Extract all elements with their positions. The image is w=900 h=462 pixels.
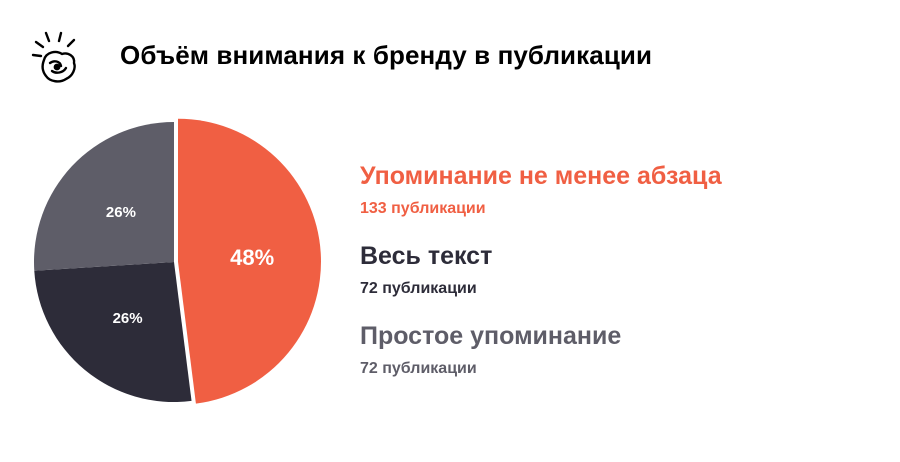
brand-hand-icon: [31, 31, 76, 83]
pie-slice-1: [34, 262, 192, 402]
legend: Упоминание не менее абзаца 133 публикаци…: [360, 160, 722, 400]
legend-item: Весь текст 72 публикации: [360, 240, 722, 320]
pie-label-2: 26%: [106, 204, 136, 221]
pie-label-1: 26%: [113, 310, 143, 327]
legend-count: 72 публикации: [360, 360, 477, 377]
legend-item: Упоминание не менее абзаца 133 публикаци…: [360, 160, 722, 240]
pie-slice-0: [177, 118, 321, 404]
legend-item: Простое упоминание 72 публикации: [360, 320, 722, 400]
legend-name: Весь текст: [360, 242, 493, 270]
legend-name: Упоминание не менее абзаца: [360, 162, 722, 190]
pie-slice-2: [33, 122, 174, 271]
pie-label-0: 48%: [230, 245, 274, 270]
legend-count: 72 публикации: [360, 280, 477, 297]
legend-name: Простое упоминание: [360, 322, 622, 350]
legend-count: 133 публикации: [360, 200, 486, 217]
page-title: Объём внимания к бренду в публикации: [120, 40, 653, 70]
